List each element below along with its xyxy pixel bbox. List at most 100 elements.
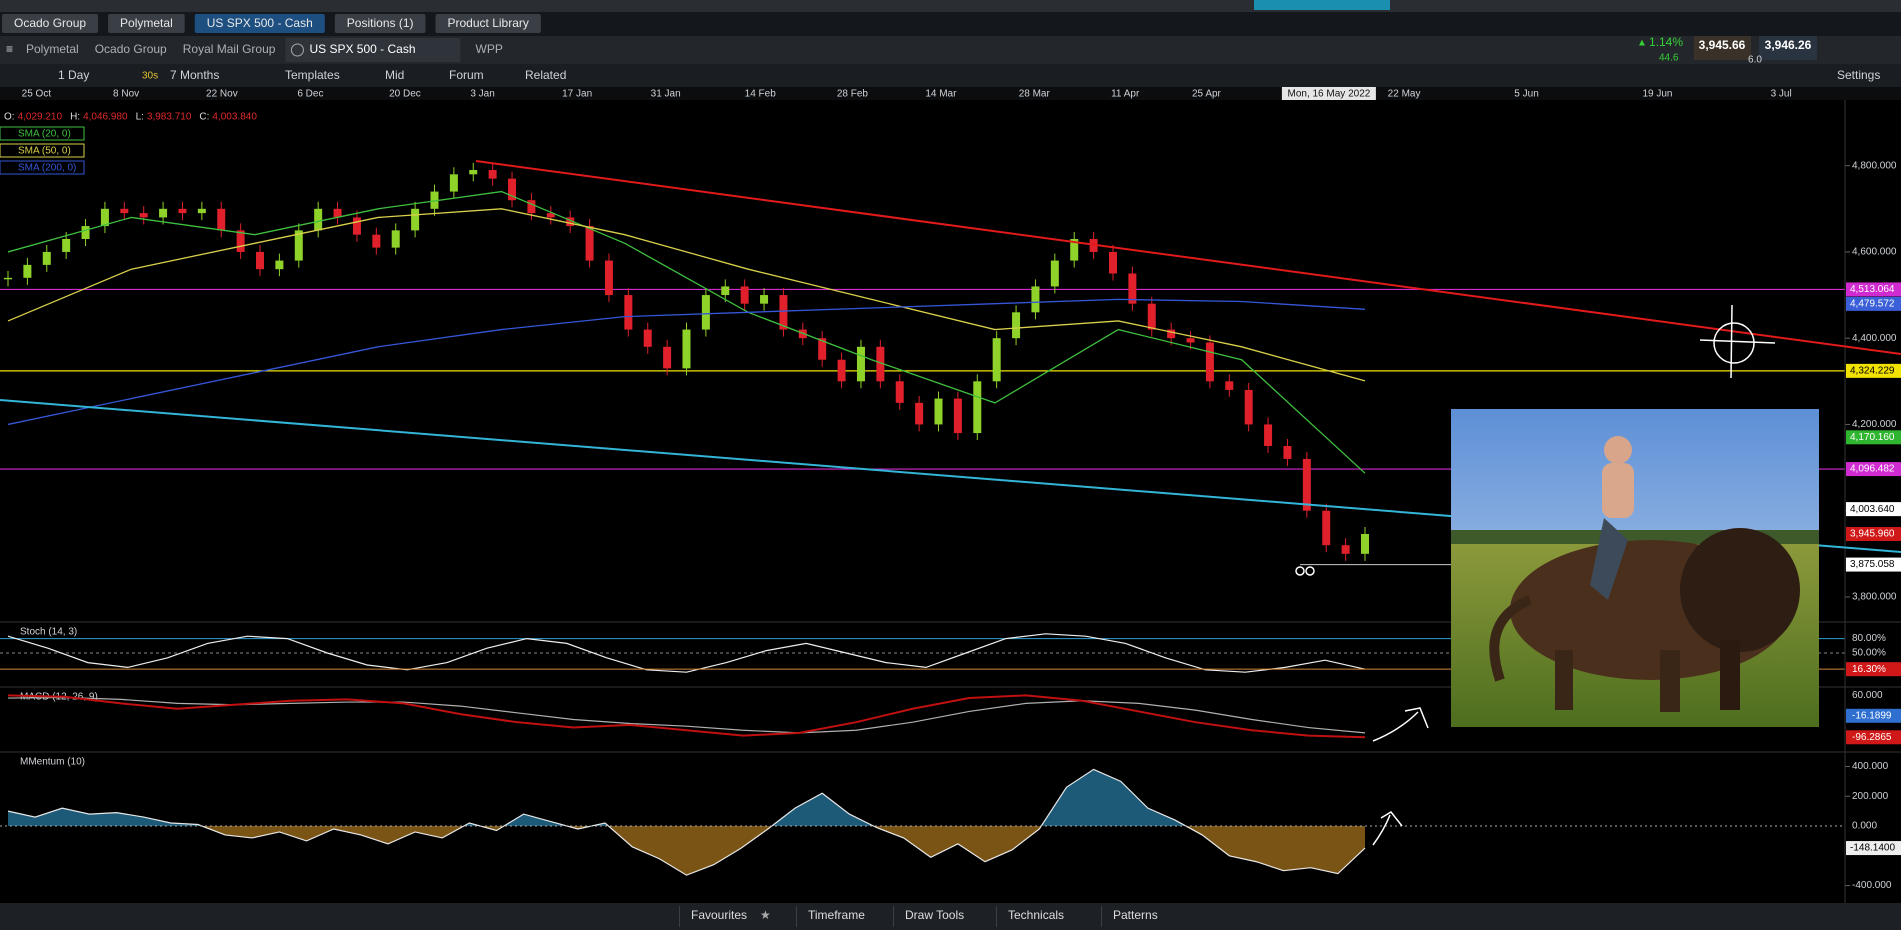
- date-label: 28 Mar: [1019, 89, 1051, 100]
- date-axis: [0, 87, 1901, 100]
- candle-body: [1225, 381, 1234, 390]
- legend-box: [0, 160, 85, 175]
- level-label: 4,324.229: [1850, 366, 1895, 377]
- bottom-button[interactable]: Timeframe: [808, 908, 865, 922]
- level-box: [1846, 363, 1901, 378]
- tab[interactable]: [194, 14, 325, 33]
- toolbar-interval[interactable]: 1 Day: [58, 68, 89, 82]
- spread: 6.0: [1748, 55, 1762, 66]
- ohlc-key: L:: [136, 112, 144, 123]
- candle-body: [546, 213, 555, 218]
- date-highlight: [1281, 87, 1376, 100]
- watchlist-tab[interactable]: Ocado Group: [95, 42, 167, 56]
- tab-label[interactable]: Ocado Group: [14, 16, 86, 30]
- toolbar-price[interactable]: Mid: [385, 68, 404, 82]
- candle-body: [760, 295, 769, 304]
- tab[interactable]: [334, 14, 426, 33]
- bottom-button[interactable]: Patterns: [1113, 908, 1158, 922]
- candle-body: [62, 239, 71, 252]
- candle-body: [256, 251, 265, 270]
- volume: 44.6: [1659, 53, 1679, 64]
- favourite-star[interactable]: ★: [760, 908, 771, 922]
- legend-box: [0, 143, 85, 158]
- candle-body: [508, 178, 517, 201]
- momentum-tick-label: 200.000: [1852, 791, 1889, 802]
- watchlist-tab-active[interactable]: [285, 38, 461, 62]
- ohlc-value: 4,029.210: [18, 112, 63, 123]
- candle-body: [1361, 533, 1369, 554]
- tab[interactable]: [435, 14, 541, 33]
- menu-icon[interactable]: ≡: [6, 42, 13, 56]
- y-tick-label: 4,800.000: [1852, 160, 1897, 171]
- toolbar-related[interactable]: Related: [525, 68, 566, 82]
- bottom-button-sep: [679, 906, 680, 927]
- candle-body: [1205, 342, 1214, 382]
- legend-label: SMA (50, 0): [18, 146, 71, 157]
- watchlist-bar: [0, 36, 1901, 64]
- bid-box[interactable]: [1694, 36, 1751, 60]
- candle-body: [740, 286, 749, 304]
- candle-body: [992, 338, 1001, 382]
- momentum-tick-label: 400.000: [1852, 761, 1889, 772]
- watchlist-tab[interactable]: US SPX 500 - Cash: [309, 42, 415, 56]
- ohlc-value: 4,003.840: [212, 112, 257, 123]
- candle-body: [314, 208, 323, 231]
- candle-body: [1283, 446, 1292, 459]
- candle-body: [1012, 312, 1021, 339]
- level-label: 4,479.572: [1850, 299, 1895, 310]
- tab-label[interactable]: Positions (1): [347, 16, 414, 30]
- candle-body: [159, 208, 168, 218]
- level-box: [1846, 557, 1901, 572]
- momentum-line: [7, 768, 1366, 876]
- toolbar-settings[interactable]: Settings: [1837, 68, 1880, 82]
- tab-label[interactable]: Polymetal: [120, 16, 173, 30]
- candle-body: [100, 208, 109, 227]
- toolbar-forum[interactable]: Forum: [449, 68, 484, 82]
- candle-body: [23, 264, 32, 278]
- candle-body: [1108, 251, 1117, 274]
- level-label: 4,096.482: [1850, 464, 1895, 475]
- bottom-button[interactable]: Draw Tools: [905, 908, 964, 922]
- candle-body: [585, 226, 594, 261]
- date-label: 11 Apr: [1111, 89, 1140, 100]
- candle-body: [701, 295, 710, 330]
- bottom-button-sep: [893, 906, 894, 927]
- date-label: 22 Nov: [206, 89, 238, 100]
- date-label: 3 Jan: [470, 89, 494, 100]
- tab-label[interactable]: US SPX 500 - Cash: [207, 16, 313, 30]
- ask-box[interactable]: [1759, 36, 1817, 60]
- date-label: 22 May: [1388, 89, 1421, 100]
- candle-body: [120, 208, 129, 214]
- date-label: 14 Feb: [745, 89, 777, 100]
- stoch-current-label: 16.30%: [1852, 664, 1886, 675]
- hand-drawn-marks: [1295, 304, 1776, 846]
- candle-body: [876, 346, 885, 382]
- candle-body: [488, 170, 497, 179]
- toolbar-templates[interactable]: Templates: [285, 68, 340, 82]
- candle-body: [856, 346, 865, 382]
- watchlist-tab[interactable]: WPP: [476, 42, 503, 56]
- candle-body: [217, 208, 226, 231]
- candle-body: [1186, 338, 1195, 343]
- toolbar-refresh[interactable]: 30s: [142, 71, 158, 82]
- bottom-button-sep: [996, 906, 997, 927]
- tab-label[interactable]: Product Library: [448, 16, 529, 30]
- watchlist-tab[interactable]: Royal Mail Group: [183, 42, 276, 56]
- candle-body: [4, 277, 12, 280]
- bottom-button[interactable]: Favourites: [691, 908, 747, 922]
- ask[interactable]: 3,946.26: [1765, 38, 1812, 52]
- date-label: Mon, 16 May 2022: [1287, 89, 1370, 100]
- watchlist-tab[interactable]: Polymetal: [26, 42, 79, 56]
- tab[interactable]: [2, 14, 99, 33]
- bid[interactable]: 3,945.66: [1699, 38, 1746, 52]
- level-label: 3,945.960: [1850, 529, 1895, 540]
- tab[interactable]: [108, 14, 185, 33]
- candle-body: [1147, 303, 1156, 330]
- sma-line: [7, 298, 1366, 426]
- toolbar-range[interactable]: 7 Months: [170, 68, 219, 82]
- candle-body: [197, 208, 206, 214]
- bottom-button[interactable]: Technicals: [1008, 908, 1064, 922]
- candle-body: [1128, 273, 1137, 304]
- ohlc-key: O:: [4, 112, 15, 123]
- trendline-red: [475, 160, 1901, 355]
